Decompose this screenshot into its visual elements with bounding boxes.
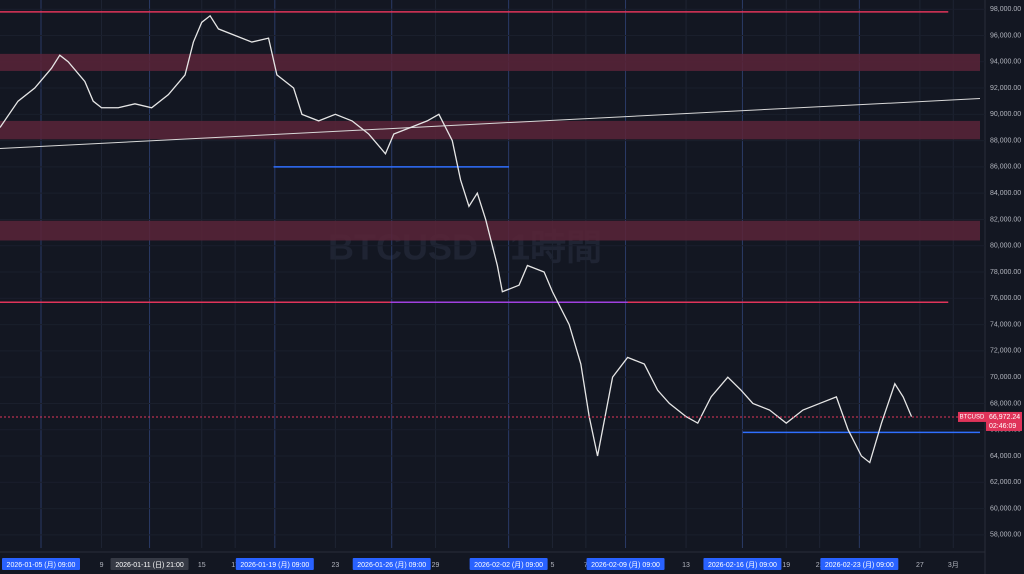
y-tick-label: 88,000.00	[990, 137, 1021, 144]
x-tick-label: 2026-01-26 (月) 09:00	[357, 561, 426, 569]
x-tick-label: 9	[100, 562, 104, 569]
y-tick-label: 62,000.00	[990, 479, 1021, 486]
x-tick-label: 7	[584, 562, 588, 569]
y-tick-label: 94,000.00	[990, 59, 1021, 66]
x-tick-label: 3月	[948, 561, 959, 569]
x-tick-label: 13	[682, 562, 690, 569]
x-tick-highlight	[469, 558, 548, 570]
x-tick-highlight	[110, 558, 189, 570]
y-tick-label: 92,000.00	[990, 85, 1021, 92]
x-tick-label: 29	[432, 562, 440, 569]
y-tick-label: 58,000.00	[990, 532, 1021, 539]
x-tick-highlight	[703, 558, 782, 570]
x-tick-label: 17	[231, 562, 239, 569]
price-line	[0, 14, 913, 464]
y-tick-label: 80,000.00	[990, 243, 1021, 250]
y-tick-label: 60,000.00	[990, 505, 1021, 512]
price-tag	[986, 411, 1022, 431]
x-tick-label: 2026-02-09 (月) 09:00	[591, 561, 660, 569]
y-tick-label: 82,000.00	[990, 216, 1021, 223]
y-tick-label: 74,000.00	[990, 321, 1021, 328]
countdown-label: 02:46:09	[989, 423, 1016, 430]
y-tick-label: 72,000.00	[990, 348, 1021, 355]
x-tick-label: 19	[782, 562, 790, 569]
x-tick-highlight	[2, 558, 81, 570]
x-tick-highlight	[820, 558, 899, 570]
trendline	[0, 98, 981, 149]
zone	[0, 120, 980, 140]
y-tick-label: 76,000.00	[990, 295, 1021, 302]
x-tick-highlight	[586, 558, 665, 570]
y-tick-label: 68,000.00	[990, 400, 1021, 407]
y-tick-label: 84,000.00	[990, 190, 1021, 197]
last-price-label: 66,972.24	[989, 414, 1020, 421]
y-tick-label: 64,000.00	[990, 453, 1021, 460]
x-tick-label: 2026-02-23 (月) 09:00	[825, 561, 894, 569]
x-tick-label: 23	[331, 562, 339, 569]
zone	[0, 220, 980, 241]
x-tick-label: 2026-01-05 (月) 09:00	[7, 561, 76, 569]
x-tick-label: 21	[816, 562, 824, 569]
x-tick-label: 2026-01-11 (日) 21:00	[115, 561, 183, 569]
x-tick-highlight	[235, 558, 314, 570]
x-tick-highlight	[352, 558, 431, 570]
symbol-label: BTCUSD	[960, 415, 985, 421]
y-tick-label: 96,000.00	[990, 32, 1021, 39]
y-tick-label: 98,000.00	[990, 6, 1021, 13]
y-tick-label: 70,000.00	[990, 374, 1021, 381]
zone	[0, 53, 980, 71]
symbol-tag	[958, 411, 986, 422]
x-tick-label: 2026-02-02 (月) 09:00	[474, 561, 543, 569]
y-tick-label: 86,000.00	[990, 164, 1021, 171]
y-tick-label: 90,000.00	[990, 111, 1021, 118]
x-tick-label: 2026-01-19 (月) 09:00	[240, 561, 309, 569]
x-tick-label: 15	[198, 562, 206, 569]
x-tick-label: 5	[551, 562, 555, 569]
x-tick-label: 27	[916, 562, 924, 569]
y-tick-label: 78,000.00	[990, 269, 1021, 276]
x-tick-label: 2026-02-16 (月) 09:00	[708, 561, 777, 569]
